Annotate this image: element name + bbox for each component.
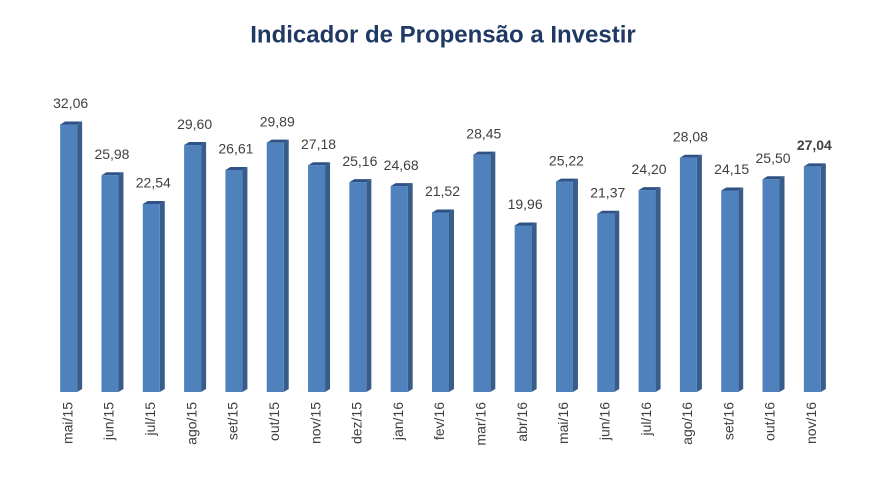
bar-top [60, 121, 83, 125]
value-label: 27,04 [797, 137, 832, 153]
bar-side [614, 210, 620, 392]
value-label: 22,54 [136, 175, 171, 191]
bar-top [225, 166, 248, 170]
x-tick-label: mai/16 [555, 402, 571, 444]
value-label: 25,16 [342, 153, 377, 169]
bar-top [555, 178, 578, 182]
bar [638, 190, 656, 392]
bar-side [449, 209, 454, 392]
bar-top [514, 222, 537, 226]
bar [803, 166, 821, 392]
x-tick-label: jul/16 [638, 402, 654, 437]
chart-title: Indicador de Propensão a Investir [250, 21, 635, 48]
bar-top [308, 162, 331, 166]
bar-side [366, 179, 372, 392]
bar-side [77, 121, 83, 392]
value-label: 21,52 [425, 183, 460, 199]
bar [142, 203, 160, 392]
value-label: 24,20 [632, 161, 667, 177]
bar [432, 212, 449, 392]
bar [349, 182, 367, 392]
x-tick-label: set/15 [225, 402, 241, 440]
bar-side [696, 154, 702, 392]
bar-side [572, 178, 578, 392]
value-label: 27,18 [301, 136, 336, 152]
bar [266, 142, 284, 392]
bar [60, 124, 78, 392]
x-tick-label: out/15 [266, 402, 282, 441]
bar-side [325, 162, 331, 392]
bar-side [490, 151, 496, 392]
bar-top [349, 179, 372, 183]
x-tick-label: set/16 [720, 402, 736, 440]
bar-top [473, 151, 496, 155]
bar-side [118, 172, 124, 392]
x-tick-label: fev/16 [431, 402, 447, 440]
x-tick-label: dez/15 [349, 402, 365, 444]
value-label: 24,68 [384, 157, 419, 173]
bar [308, 165, 326, 392]
bar [597, 213, 615, 392]
x-tick-label: jun/16 [596, 402, 612, 441]
bar [390, 186, 408, 392]
bar [555, 181, 573, 392]
bar-side [283, 139, 289, 392]
bar [184, 145, 202, 392]
bar-top [762, 176, 785, 180]
value-label: 25,22 [549, 152, 584, 168]
x-tick-label: abr/16 [514, 402, 530, 442]
value-label: 19,96 [508, 196, 543, 212]
x-tick-label: out/16 [762, 402, 778, 441]
value-label: 25,98 [94, 146, 129, 162]
x-tick-label: nov/16 [803, 402, 819, 444]
bar-top [142, 200, 165, 204]
bar [762, 179, 780, 392]
bar-top [803, 163, 826, 167]
bar-side [655, 187, 661, 392]
bar-top [266, 139, 289, 143]
x-tick-label: ago/15 [183, 402, 199, 445]
bar-top [432, 209, 454, 213]
bar-side [159, 200, 165, 392]
bar-side [531, 222, 537, 392]
bar-top [721, 187, 744, 191]
bar-side [738, 187, 744, 392]
x-tick-label: jan/16 [390, 402, 406, 441]
x-tick-label: mai/15 [59, 402, 75, 444]
bar [101, 175, 119, 392]
bar-side [779, 176, 785, 392]
value-label: 29,89 [260, 113, 295, 129]
value-label: 25,50 [756, 150, 791, 166]
bar-side [407, 183, 413, 392]
bar-side [201, 142, 207, 392]
bar-side [820, 163, 826, 392]
bar [514, 225, 532, 392]
bar-top [679, 154, 702, 158]
x-tick-label: ago/16 [679, 402, 695, 445]
bar [473, 154, 491, 392]
x-tick-label: jun/15 [101, 402, 117, 441]
bar-side [242, 166, 248, 392]
value-label: 29,60 [177, 116, 212, 132]
value-label: 28,45 [466, 125, 501, 141]
value-label: 32,06 [53, 95, 88, 111]
bar [721, 190, 739, 392]
value-label: 28,08 [673, 128, 708, 144]
bar [679, 157, 697, 392]
bar-top [638, 187, 661, 191]
value-label: 26,61 [218, 141, 253, 157]
value-label: 24,15 [714, 161, 749, 177]
bar-top [184, 142, 207, 146]
bar-top [597, 210, 620, 214]
bar-top [390, 183, 413, 187]
x-tick-label: mar/16 [473, 402, 489, 446]
bar [225, 169, 243, 392]
value-label: 21,37 [590, 184, 625, 200]
x-tick-label: jul/15 [142, 402, 158, 437]
x-tick-label: nov/15 [307, 402, 323, 444]
bar-top [101, 172, 124, 176]
